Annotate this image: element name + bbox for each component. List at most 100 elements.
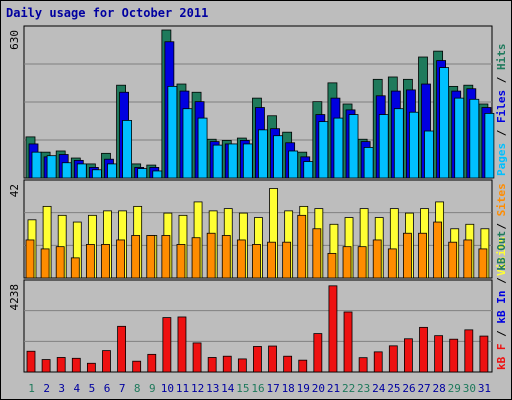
bar-pages-day-12 [197, 117, 208, 179]
panel-3-ymax-label: 4238 [8, 284, 21, 311]
bar-sites-day-30 [463, 239, 473, 279]
day-label-4: 4 [74, 382, 81, 395]
day-label-16: 16 [251, 382, 264, 395]
bar-pages-day-9 [152, 170, 163, 179]
bar-sites-day-17 [267, 241, 276, 279]
day-label-10: 10 [161, 382, 174, 395]
bar-kb-day-16 [253, 346, 262, 373]
bar-sites-day-15 [236, 239, 246, 279]
day-label-7: 7 [119, 382, 126, 395]
legend-hits: kB Out [495, 231, 508, 271]
bar-kb-day-8 [132, 360, 142, 373]
day-label-20: 20 [312, 382, 325, 395]
legend-kb: kB F [495, 344, 508, 371]
bar-pages-day-16 [258, 129, 268, 179]
day-label-5: 5 [89, 382, 96, 395]
bar-kb-day-23 [358, 357, 368, 373]
legend-hits: Hits [495, 44, 508, 71]
bar-sites-day-13 [206, 232, 216, 279]
day-label-17: 17 [266, 382, 279, 395]
bar-kb-day-14 [222, 355, 232, 373]
legend-files: kB In [495, 291, 508, 324]
bar-sites-day-5 [85, 244, 95, 279]
bar-sites-day-22 [342, 246, 352, 279]
bar-kb-day-22 [343, 311, 353, 373]
day-label-6: 6 [104, 382, 111, 395]
bar-pages-day-2 [46, 155, 57, 179]
legend-files: Files [495, 90, 508, 123]
bar-kb-day-5 [86, 362, 96, 373]
day-label-18: 18 [282, 382, 295, 395]
day-label-15: 15 [236, 382, 249, 395]
day-label-31: 31 [478, 382, 491, 395]
day-label-28: 28 [433, 382, 446, 395]
bar-kb-day-3 [56, 357, 66, 373]
bar-pages-day-28 [439, 67, 450, 179]
bar-kb-day-20 [313, 333, 323, 373]
panel-2-legend: Visits / Sites [495, 183, 508, 276]
bar-pages-day-15 [242, 143, 253, 179]
day-label-30: 30 [463, 382, 476, 395]
legend-pages: Pages [495, 143, 508, 176]
bar-pages-day-3 [61, 162, 72, 179]
panel-2-ymax-label: 42 [8, 184, 21, 197]
bar-kb-day-2 [41, 359, 51, 373]
bar-kb-day-31 [479, 335, 489, 373]
bar-pages-day-4 [76, 163, 87, 179]
bar-sites-day-28 [433, 221, 443, 279]
bar-kb-day-4 [71, 357, 81, 373]
bar-sites-day-12 [191, 237, 201, 279]
bar-sites-day-1 [25, 239, 35, 279]
bar-pages-day-7 [122, 120, 132, 179]
bar-kb-day-28 [434, 335, 444, 373]
day-label-12: 12 [191, 382, 204, 395]
day-label-1: 1 [28, 382, 35, 395]
bar-pages-day-27 [424, 130, 434, 179]
bar-sites-day-25 [387, 248, 397, 279]
bar-sites-day-3 [55, 246, 65, 279]
bar-pages-day-30 [469, 98, 480, 179]
bar-pages-day-8 [137, 168, 148, 179]
bar-sites-day-24 [372, 239, 382, 279]
bar-sites-day-31 [478, 248, 488, 279]
bar-kb-day-10 [162, 317, 172, 373]
bar-sites-day-8 [131, 235, 141, 279]
bar-sites-day-20 [312, 228, 322, 279]
bar-kb-day-26 [404, 338, 413, 373]
bar-kb-day-13 [207, 357, 217, 373]
bar-pages-day-5 [91, 169, 102, 179]
bar-pages-day-26 [409, 111, 419, 179]
bar-sites-day-16 [252, 244, 261, 279]
legend-sites: Sites [495, 183, 508, 216]
bar-sites-day-23 [357, 246, 367, 279]
bar-kb-day-11 [177, 316, 187, 373]
bar-kb-day-29 [449, 338, 459, 373]
bar-kb-day-9 [147, 353, 157, 373]
panel-1-ymax-label: 630 [8, 30, 21, 50]
bar-kb-day-12 [192, 342, 202, 373]
legend-separator: / [495, 324, 508, 344]
bar-pages-day-29 [454, 97, 465, 179]
bar-kb-day-27 [419, 326, 428, 373]
legend-separator: / [495, 216, 508, 236]
bar-kb-day-15 [237, 358, 247, 373]
bar-pages-day-10 [167, 85, 178, 179]
day-label-26: 26 [402, 382, 415, 395]
bar-kb-day-21 [328, 285, 338, 373]
bar-sites-day-10 [161, 235, 171, 279]
bar-pages-day-13 [212, 144, 223, 179]
bar-pages-day-21 [333, 117, 344, 179]
bar-pages-day-20 [318, 121, 329, 179]
bar-pages-day-31 [484, 112, 495, 179]
day-label-29: 29 [448, 382, 461, 395]
day-label-24: 24 [372, 382, 386, 395]
bar-sites-day-26 [403, 232, 412, 279]
bar-pages-day-11 [182, 108, 193, 179]
day-label-22: 22 [342, 382, 355, 395]
bar-sites-day-9 [146, 235, 156, 279]
day-label-19: 19 [297, 382, 310, 395]
bar-sites-day-14 [221, 235, 231, 279]
bar-kb-day-6 [102, 350, 111, 373]
panel-1-legend: Pages / Files / Hits [495, 44, 508, 177]
